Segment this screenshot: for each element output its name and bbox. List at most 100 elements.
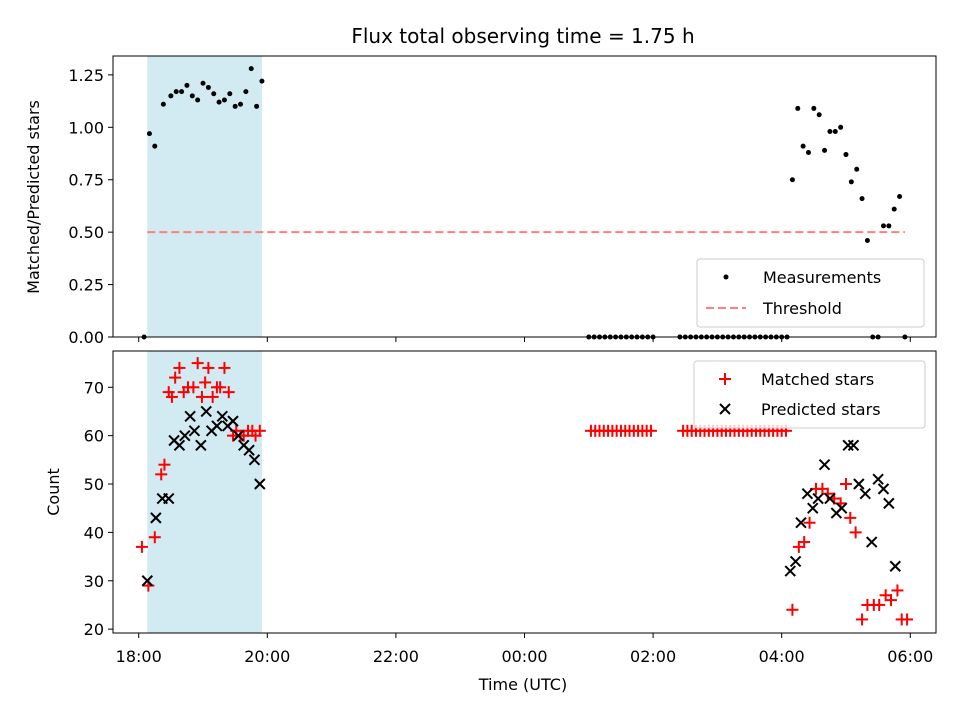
predicted-legend-label: Predicted stars (761, 400, 881, 419)
data-point (812, 492, 824, 505)
data-point (873, 598, 886, 611)
data-point (847, 439, 860, 452)
data-point (859, 487, 871, 500)
data-point (216, 410, 229, 423)
data-point (238, 101, 244, 107)
bottom-y-ticks: 20 30 40 50 60 70 (84, 378, 113, 639)
chart-title: Flux total observing time = 1.75 h (351, 24, 694, 48)
data-point (798, 536, 811, 549)
data-point (188, 425, 201, 437)
measurements-legend-marker (723, 274, 729, 280)
data-point (218, 361, 231, 374)
data-point (822, 147, 828, 153)
data-point (168, 93, 174, 99)
x-tick-label: 04:00 (759, 647, 805, 666)
data-point (784, 565, 796, 577)
data-point (191, 357, 204, 370)
data-point (865, 536, 878, 548)
data-point (259, 78, 265, 84)
series-measurements (141, 66, 908, 340)
data-point (150, 512, 162, 524)
data-point (832, 128, 838, 134)
data-point (189, 93, 195, 99)
data-point (805, 149, 811, 155)
data-point (202, 361, 215, 374)
data-point (859, 196, 865, 202)
data-point (835, 502, 848, 514)
bottom-legend: Matched stars Predicted stars (693, 360, 926, 429)
top-legend-box (696, 258, 925, 328)
data-point (195, 97, 201, 103)
data-point (206, 390, 219, 403)
x-tick-label: 00:00 (501, 647, 547, 666)
shaded-region (147, 56, 262, 337)
data-point (844, 511, 857, 524)
x-axis-label: Time (UTC) (478, 675, 567, 694)
data-point (891, 584, 904, 597)
data-point (148, 531, 161, 544)
data-point (254, 478, 266, 490)
data-point (842, 439, 854, 452)
data-point (200, 80, 206, 86)
data-point (146, 131, 152, 137)
top-y-axis-label: Matched/Predicted stars (24, 100, 43, 294)
y-tick-label: 1.00 (68, 118, 104, 137)
bottom-plot-area (135, 351, 914, 633)
predicted-legend-marker (719, 403, 731, 415)
data-point (897, 194, 903, 199)
data-point (801, 487, 814, 500)
y-tick-label: 30 (84, 572, 104, 591)
data-point (838, 124, 844, 130)
data-point (135, 540, 148, 553)
x-tick-label: 18:00 (116, 647, 162, 666)
data-point (221, 97, 227, 103)
data-point (786, 603, 799, 616)
top-legend: Measurements Threshold (696, 258, 925, 328)
y-tick-label: 50 (84, 475, 104, 494)
x-tick-label: 20:00 (244, 647, 290, 666)
bottom-legend-box (693, 360, 926, 429)
top-y-ticks: 0.00 0.25 0.50 0.75 1.00 1.25 (68, 66, 113, 347)
data-point (227, 415, 239, 427)
data-point (184, 410, 196, 423)
matched-legend-label: Matched stars (761, 370, 874, 389)
data-point (877, 483, 890, 495)
data-point (856, 613, 869, 626)
data-point (211, 420, 223, 432)
top-x-ticks (138, 337, 911, 342)
matched-legend-marker (719, 373, 731, 385)
data-point (253, 424, 266, 437)
data-point (173, 361, 186, 374)
data-point (848, 179, 854, 185)
data-point (163, 492, 175, 505)
data-point (248, 454, 261, 466)
data-point (195, 390, 208, 403)
x-tick-label: 06:00 (887, 647, 933, 666)
data-point (795, 105, 801, 111)
data-point (853, 478, 865, 490)
measurements-legend-label: Measurements (763, 268, 881, 287)
y-tick-label: 1.25 (68, 66, 104, 85)
y-tick-label: 70 (84, 378, 104, 397)
data-point (883, 497, 895, 510)
y-tick-label: 0.00 (68, 328, 104, 347)
data-point (872, 473, 884, 485)
data-point (200, 405, 212, 418)
data-point (248, 66, 254, 72)
data-point (141, 575, 153, 587)
y-tick-label: 0.25 (68, 276, 104, 295)
data-point (891, 206, 897, 212)
data-point (211, 91, 217, 97)
data-point (880, 223, 886, 229)
data-point (843, 152, 849, 158)
data-point (216, 99, 222, 105)
data-point (839, 478, 852, 491)
data-point (886, 223, 892, 229)
data-point (254, 103, 260, 109)
top-panel: 0.00 0.25 0.50 0.75 1.00 1.25 Matched/Predict… (24, 55, 937, 347)
data-point (199, 376, 212, 389)
data-point (187, 381, 200, 394)
data-point (889, 560, 901, 572)
data-point (243, 444, 255, 456)
